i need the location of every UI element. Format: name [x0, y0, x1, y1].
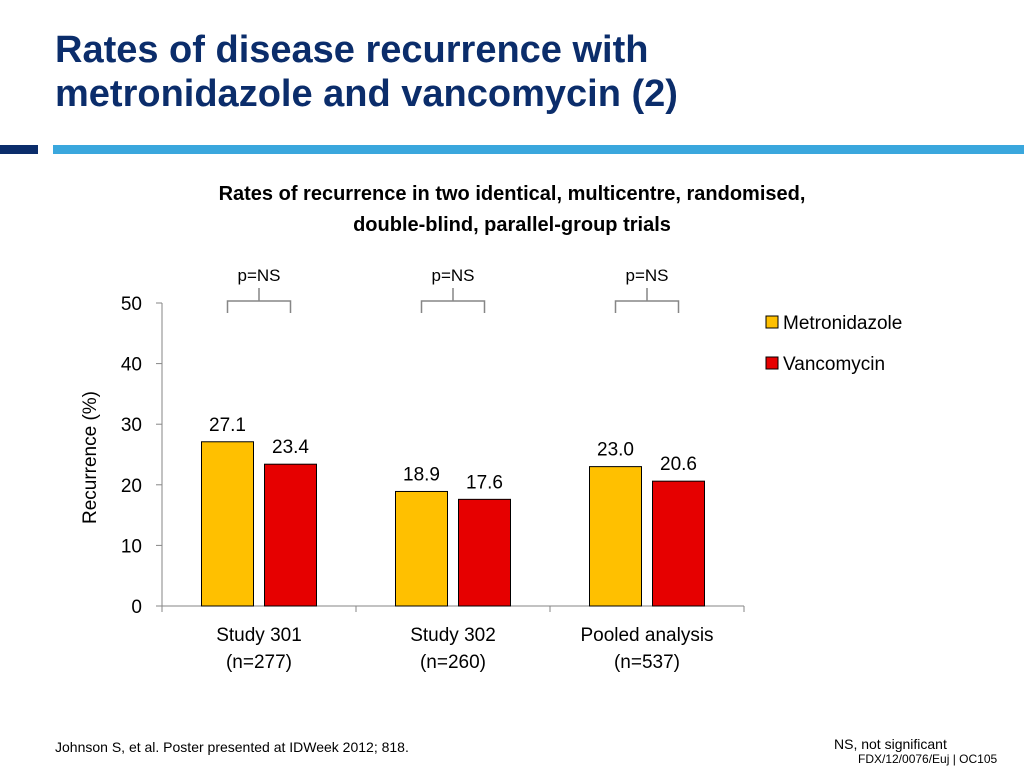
- legend-label-vancomycin: Vancomycin: [783, 354, 885, 375]
- y-tick-label: 0: [131, 597, 142, 618]
- x-category-sublabel: (n=537): [614, 652, 680, 673]
- bar-vancomycin: [652, 480, 705, 607]
- title-rule-dark: [0, 145, 38, 154]
- document-code: FDX/12/0076/Euj | OC105: [858, 752, 998, 766]
- chart-title-line-2: double-blind, parallel-group trials: [353, 214, 671, 236]
- x-category-sublabel: (n=277): [226, 652, 292, 673]
- bar-metronidazole: [589, 466, 642, 607]
- legend-label-metronidazole: Metronidazole: [783, 313, 902, 334]
- slide-title-line-2: metronidazole and vancomycin (2): [55, 73, 678, 115]
- y-tick-label: 20: [121, 476, 142, 497]
- y-axis-title: Recurrence (%): [80, 391, 101, 524]
- slide-title-line-1: Rates of disease recurrence with: [55, 29, 649, 71]
- x-category-label: Study 301: [216, 625, 302, 646]
- significance-label: p=NS: [238, 266, 281, 285]
- data-label: 23.4: [272, 437, 309, 458]
- data-label: 23.0: [597, 440, 634, 461]
- significance-label: p=NS: [432, 266, 475, 285]
- significance-bracket: [420, 288, 486, 313]
- x-category-label: Pooled analysis: [580, 625, 713, 646]
- legend-swatch-vancomycin: [765, 356, 779, 370]
- data-label: 20.6: [660, 454, 697, 475]
- significance-label: p=NS: [626, 266, 669, 285]
- legend-swatch-metronidazole: [765, 315, 779, 329]
- y-tick-label: 30: [121, 415, 142, 436]
- y-tick-label: 10: [121, 536, 142, 557]
- x-category-label: Study 302: [410, 625, 496, 646]
- significance-bracket: [614, 288, 680, 313]
- y-tick-label: 50: [121, 294, 142, 315]
- chart-title: Rates of recurrence in two identical, mu…: [112, 179, 912, 241]
- title-rule-light: [53, 145, 1024, 154]
- bar-vancomycin: [458, 498, 511, 607]
- significance-bracket: [226, 288, 292, 313]
- bar-vancomycin: [264, 463, 317, 607]
- x-category-sublabel: (n=260): [420, 652, 486, 673]
- chart-title-line-1: Rates of recurrence in two identical, mu…: [218, 183, 806, 205]
- data-label: 17.6: [466, 472, 503, 493]
- bar-metronidazole: [395, 490, 448, 607]
- slide-title: Rates of disease recurrence with metroni…: [55, 28, 955, 116]
- citation: Johnson S, et al. Poster presented at ID…: [55, 739, 409, 755]
- bar-metronidazole: [201, 441, 254, 607]
- data-label: 27.1: [209, 415, 246, 436]
- abbreviation-note: NS, not significant: [834, 736, 947, 752]
- y-tick-label: 40: [121, 355, 142, 376]
- data-label: 18.9: [403, 464, 440, 485]
